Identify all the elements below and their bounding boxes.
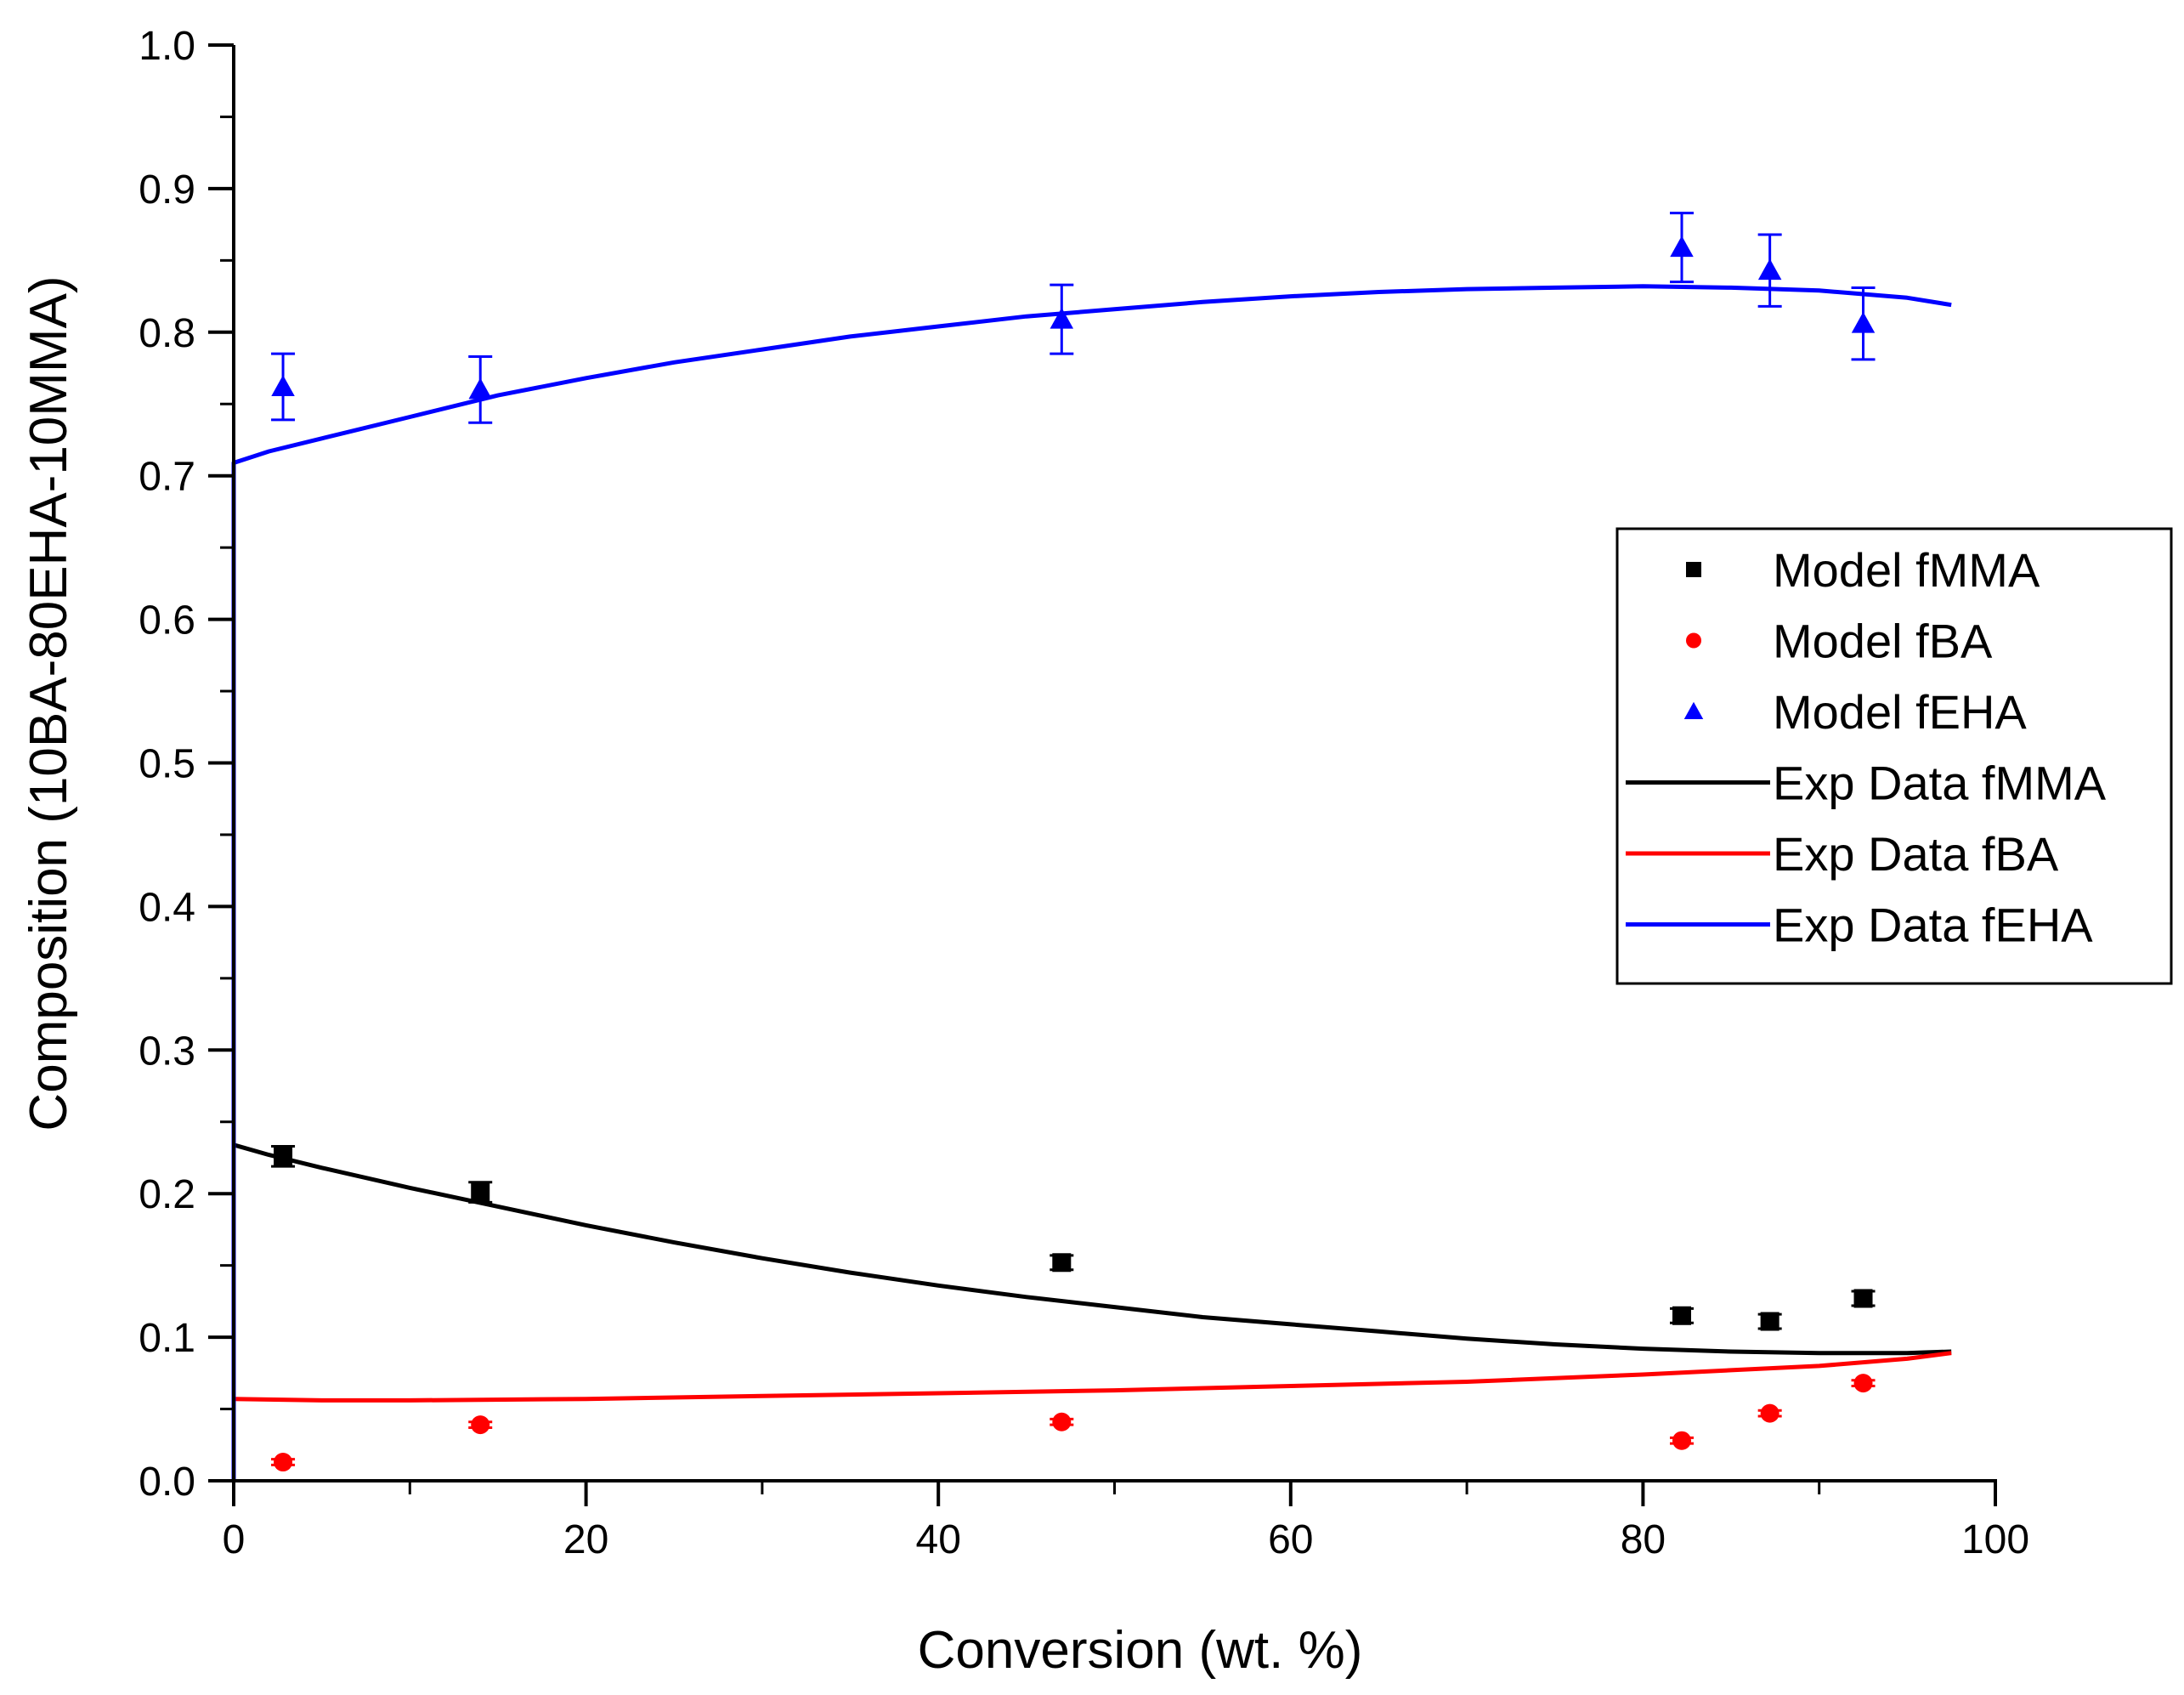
point-model-fmma <box>1672 1306 1692 1325</box>
point-model-fba <box>471 1415 490 1435</box>
axes: 0 20 40 60 80 100 0.0 0.1 0.2 0.3 0.4 0.5 0.6 0.7 0.8… <box>139 24 2029 1562</box>
x-tick-label: 100 <box>1961 1517 2029 1562</box>
legend-label-exp-data-feha: Exp Data fEHA <box>1773 899 2093 952</box>
point-model-fmma <box>1760 1312 1779 1331</box>
y-tick-label: 0.2 <box>139 1172 195 1217</box>
legend-label-model-fmma: Model fMMA <box>1773 543 2040 597</box>
point-model-feha <box>1757 258 1782 281</box>
y-tick-label: 0.6 <box>139 598 195 643</box>
series-model-feha <box>271 212 1876 424</box>
point-model-fmma <box>1052 1253 1072 1273</box>
point-model-fmma <box>1853 1289 1873 1308</box>
x-tick-label: 40 <box>916 1517 961 1562</box>
point-model-fba <box>1672 1431 1692 1450</box>
y-tick-label: 0.9 <box>139 167 195 213</box>
line-exp-data-feha <box>231 284 1952 1481</box>
y-axis-ticks: 0.0 0.1 0.2 0.3 0.4 0.5 0.6 0.7 0.8 0.9 1.0 <box>139 24 234 1505</box>
x-axis-ticks: 0 20 40 60 80 100 <box>223 1481 2029 1562</box>
legend-label-model-fba: Model fBA <box>1773 615 1993 668</box>
point-model-fba <box>1853 1374 1873 1393</box>
x-tick-label: 80 <box>1621 1517 1666 1562</box>
legend-box <box>1615 527 2173 985</box>
point-model-feha <box>1670 235 1694 258</box>
point-model-fmma <box>274 1147 293 1166</box>
point-model-feha <box>271 375 295 396</box>
legend-label-exp-data-fba: Exp Data fBA <box>1773 827 2059 881</box>
point-model-fmma <box>471 1182 490 1202</box>
line-exp-data-fmma <box>233 1142 1952 1356</box>
legend-symbol-model-fmma <box>1686 562 1701 577</box>
y-tick-label: 0.4 <box>139 885 195 930</box>
x-tick-label: 0 <box>223 1517 246 1562</box>
data-points <box>271 212 1876 1472</box>
point-model-feha <box>1851 311 1876 333</box>
legend-label-model-feha: Model fEHA <box>1773 685 2027 739</box>
series-model-fmma <box>271 1144 1876 1331</box>
point-model-fba <box>274 1453 293 1472</box>
point-model-fba <box>1052 1412 1072 1431</box>
legend-symbol-model-feha <box>1683 701 1704 719</box>
x-axis-title: Conversion (wt. %) <box>918 1621 1363 1680</box>
y-tick-label: 0.7 <box>139 455 195 500</box>
legend: Model fMMA Model fBA Model fEHA Exp Data fM… <box>1615 527 2173 985</box>
line-exp-data-fba <box>233 1351 1952 1403</box>
y-tick-label: 0.3 <box>139 1029 195 1074</box>
y-tick-label: 0.5 <box>139 742 195 787</box>
series-model-fba <box>271 1374 1876 1472</box>
point-model-feha <box>1050 307 1074 329</box>
y-tick-label: 0.1 <box>139 1316 195 1361</box>
point-model-fba <box>1760 1403 1779 1423</box>
legend-label-exp-data-fmma: Exp Data fMMA <box>1773 757 2107 810</box>
y-axis-title: Composition (10BA-80EHA-10MMA) <box>20 275 78 1131</box>
legend-symbol-model-fba <box>1686 632 1701 649</box>
fit-lines <box>231 284 1952 1481</box>
y-tick-label: 0.8 <box>139 311 195 356</box>
point-model-feha <box>468 377 492 400</box>
x-tick-label: 20 <box>563 1517 608 1562</box>
y-tick-label: 0.0 <box>139 1460 195 1505</box>
y-tick-label: 1.0 <box>139 24 195 69</box>
x-tick-label: 60 <box>1268 1517 1313 1562</box>
